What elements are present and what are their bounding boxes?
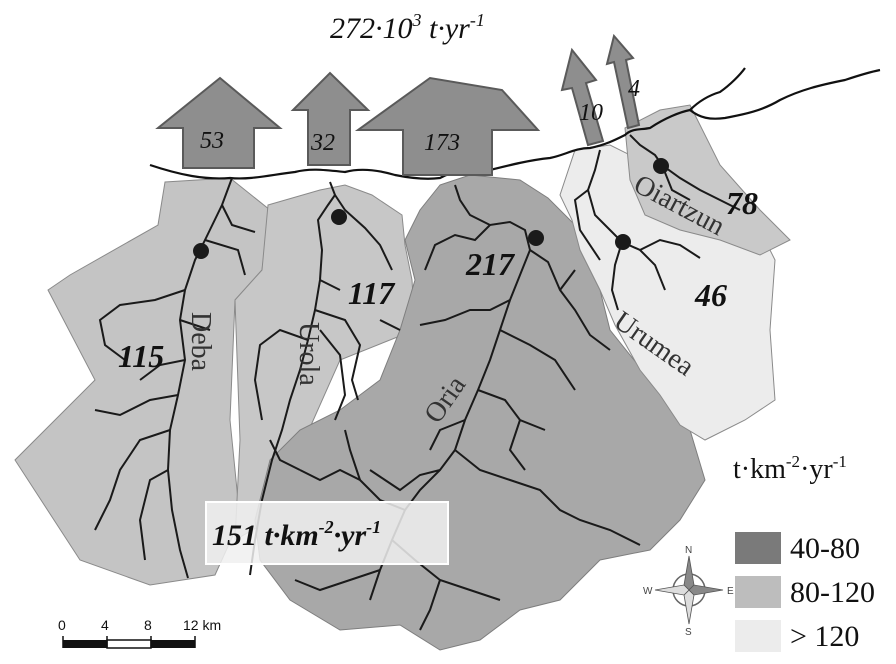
- arrow-oiartzun: [605, 33, 641, 130]
- urumea-river: [586, 149, 624, 311]
- scale-tick-12: 12 km: [183, 617, 221, 633]
- basin-name-urola: Urola: [293, 322, 324, 386]
- coastline: [149, 67, 746, 180]
- legend: t·km-2·yr-1 40-80 80-120 > 120: [733, 452, 875, 653]
- gauging-stations: [193, 158, 669, 259]
- scale-bar: 0 4 8 12 km: [58, 617, 221, 649]
- arrow-urola: [290, 71, 371, 166]
- overall-yield-label: 151 t·km-2·yr-1: [212, 517, 381, 552]
- total-export-title: 272·103 t·yr-1: [330, 10, 485, 45]
- compass-rose: N S W E: [643, 545, 734, 638]
- scale-tick-4: 4: [101, 617, 109, 633]
- legend-label-light: > 120: [790, 620, 859, 653]
- scale-tick-8: 8: [144, 617, 152, 633]
- export-arrows: [155, 33, 641, 176]
- arrow-oria: [354, 76, 541, 176]
- yield-deba: 115: [118, 338, 164, 374]
- yield-urumea: 46: [694, 277, 727, 313]
- export-label-4: 4: [628, 76, 640, 102]
- compass-s: S: [685, 627, 692, 638]
- rivers: [94, 134, 741, 631]
- coast-detail: [689, 68, 881, 120]
- station-oiartzun: [653, 158, 669, 174]
- legend-swatch-dark: [735, 532, 781, 564]
- station-deba: [193, 243, 209, 259]
- export-label-10: 10: [579, 100, 603, 126]
- compass-w: W: [643, 586, 653, 597]
- compass-n: N: [685, 545, 692, 556]
- oiartzun-river: [629, 134, 741, 211]
- legend-swatch-mid: [735, 576, 781, 608]
- basin-name-deba: Deba: [185, 312, 216, 372]
- scale-tick-0: 0: [58, 617, 66, 633]
- compass-e: E: [727, 586, 734, 597]
- export-label-53: 53: [200, 128, 224, 154]
- station-urola: [331, 209, 347, 225]
- export-label-32: 32: [310, 130, 335, 156]
- oiartzun-basin: [624, 104, 791, 256]
- legend-label-dark: 40-80: [790, 532, 860, 565]
- station-urumea: [615, 234, 631, 250]
- yield-oiartzun: 78: [726, 185, 758, 221]
- arrow-urumea: [560, 47, 605, 147]
- yield-urola: 117: [348, 275, 396, 311]
- legend-title: t·km-2·yr-1: [733, 452, 847, 485]
- legend-label-mid: 80-120: [790, 576, 875, 609]
- overall-yield-box: [205, 501, 449, 565]
- export-label-173: 173: [424, 130, 460, 156]
- yield-oria: 217: [465, 246, 516, 282]
- station-oria: [528, 230, 544, 246]
- legend-swatch-light: [735, 620, 781, 652]
- arrow-deba: [155, 76, 283, 169]
